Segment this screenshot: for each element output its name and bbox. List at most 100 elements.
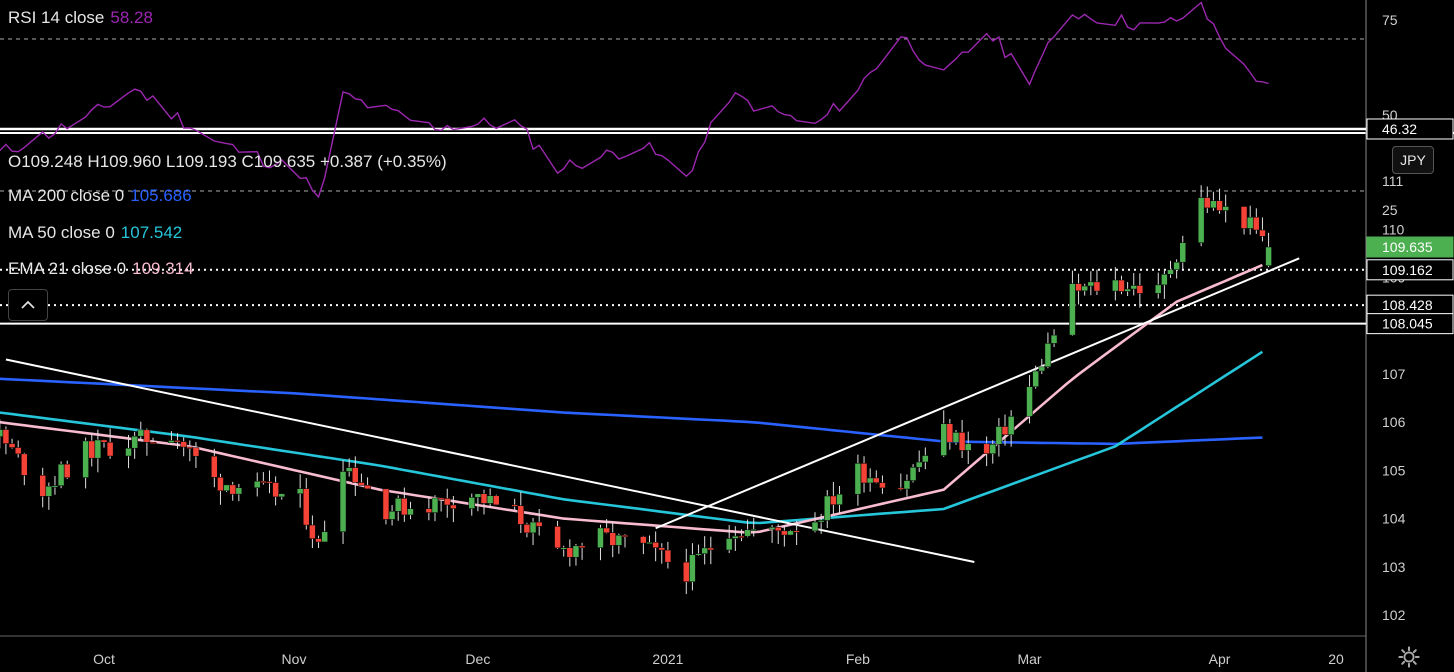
time-tick-label: Oct [93,651,115,667]
candle-body [1265,246,1272,266]
candle-body [260,480,267,483]
candle-body [609,532,616,546]
candle-body [217,477,224,491]
candle-body [958,432,966,451]
symbol-button[interactable]: JPY [1392,146,1434,174]
ma200-line [0,377,1263,446]
candle-body [1026,386,1033,417]
candle-body [106,441,114,457]
candle-body [897,487,905,490]
candle-body [750,529,757,532]
price-tick-label: 110 [1382,221,1405,237]
candle-body [1259,229,1266,237]
candle-body [303,488,310,526]
candle-body [51,485,59,488]
candle-body [768,527,776,530]
candle-body [560,547,567,550]
candle-body [1038,366,1046,372]
candle-body [873,477,880,483]
ma50-line [0,350,1264,525]
candle-body [186,446,194,449]
candle-body [1081,285,1088,292]
candle-body [1118,279,1125,292]
rsi-tag-box [1366,118,1454,140]
gear-icon[interactable] [1398,646,1420,668]
candle-body [701,547,708,554]
candle-body [529,521,537,534]
candle-body [388,511,396,520]
candle-body [621,534,629,537]
indicator-label: MA 200 close 0 [8,186,125,205]
candle-body [652,542,659,548]
candle-body [149,441,157,444]
candle-body [143,429,151,443]
candle-body [211,455,218,478]
candle-body [45,485,53,497]
trendline [655,257,1300,530]
candle-body [922,455,929,463]
candle-body [401,498,408,516]
candle-body [1050,334,1058,344]
candle-body [296,488,304,495]
candle-body [474,493,482,498]
candle-body [572,545,580,558]
rsi-tick-label: 25 [1382,202,1398,218]
candle-body [836,493,843,505]
candle-body [407,508,414,516]
ohlc-low: L109.193 [165,152,237,171]
candle-body [1075,283,1082,292]
candle-body [1130,285,1137,290]
candle-body [640,536,647,544]
collapse-legend-button[interactable] [8,289,48,321]
trendline [5,358,975,563]
candle-body [63,463,71,478]
time-tick-label: Feb [846,651,870,667]
candle-body [554,526,561,549]
price-tick-label: 103 [1382,559,1406,575]
candle-body [578,545,586,548]
candle-body [824,495,831,521]
candle-body [964,443,972,451]
candle-body [2,429,10,444]
candle-body [535,521,543,527]
candle-body [725,538,733,551]
candle-body [830,495,837,505]
rsi-tick-label: 75 [1382,12,1398,28]
candle-body [180,441,187,448]
price-tag-label: 108.428 [1382,297,1433,313]
candle-body [1154,284,1162,294]
candle-body [787,530,794,536]
candle-body [174,440,181,443]
candle-body [658,547,666,551]
price-tag-label: 109.635 [1382,239,1433,255]
indicator-label: EMA 21 close 0 [8,259,127,278]
candle-body [866,477,874,484]
indicator-ma200[interactable]: MA 200 close 0 105.686 [8,186,192,206]
rsi-tag-label: 46.32 [1382,121,1417,137]
candle-body [88,440,95,459]
candle-body [854,463,862,495]
candle-body [915,461,923,468]
rsi-label: RSI 14 close [8,8,105,27]
candle-body [437,497,445,500]
indicator-ema21[interactable]: EMA 21 close 0 109.314 [8,259,194,279]
indicator-ma50[interactable]: MA 50 close 0 107.542 [8,223,182,243]
candle-body [1161,274,1168,286]
price-tick-label: 102 [1382,607,1406,623]
candle-body [860,463,868,484]
candle-body [364,485,371,490]
candle-body [1112,279,1119,292]
indicator-value: 105.686 [130,186,192,205]
candle-body [94,439,102,459]
candle-body [278,493,286,498]
ohlc-header: O109.248 H109.960 L109.193 C109.635 +0.3… [8,152,447,172]
candle-body [1240,206,1248,229]
indicator-label: MA 50 close 0 [8,223,115,242]
candle-body [1124,288,1131,292]
ohlc-high: H109.960 [87,152,162,171]
candle-body [235,487,243,495]
candle-body [903,480,911,490]
indicator-value: 109.314 [132,259,194,278]
candle-body [131,435,138,449]
